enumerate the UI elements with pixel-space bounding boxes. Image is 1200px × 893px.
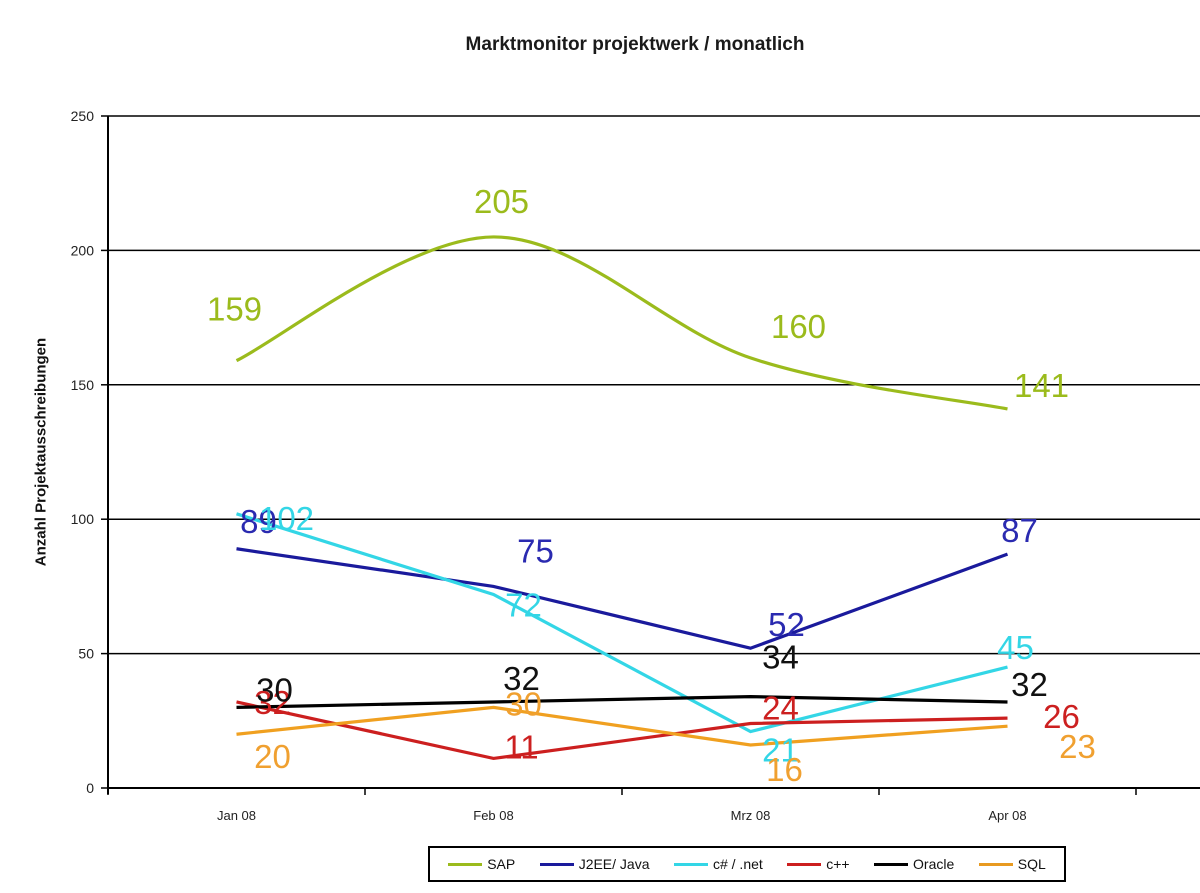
legend-item-sap: SAP <box>448 856 515 872</box>
y-tick-label: 150 <box>71 377 95 393</box>
y-tick-label: 200 <box>71 242 95 258</box>
data-label: 30 <box>505 685 542 722</box>
data-label: 26 <box>1043 698 1080 735</box>
data-label: 205 <box>474 183 529 220</box>
series-line-oracle <box>236 695 1008 709</box>
data-label: 32 <box>503 660 540 697</box>
legend-label: Oracle <box>913 856 955 872</box>
data-label: 45 <box>997 629 1034 666</box>
axes: 0 50 100 150 200 250 Jan 08 Feb 08 Mrz 08 Apr 08 <box>71 108 1200 823</box>
y-tick-label: 50 <box>78 646 94 662</box>
data-label: 24 <box>762 689 799 726</box>
series-line-j2ee-java <box>236 547 1009 650</box>
data-label: 32 <box>254 684 291 721</box>
data-label: 32 <box>1011 666 1048 703</box>
legend-item-oracle: Oracle <box>874 856 954 872</box>
legend-swatch-java <box>539 862 574 866</box>
legend-swatch-sql <box>978 862 1013 866</box>
legend-item-cpp: c++ <box>787 856 850 872</box>
series-lines <box>235 235 1009 761</box>
legend-label: J2EE/ Java <box>578 856 650 872</box>
gridlines <box>108 115 1200 655</box>
legend-swatch-dotnet <box>673 862 708 866</box>
data-label: 30 <box>256 671 293 708</box>
data-label: 21 <box>762 732 799 769</box>
data-label: 11 <box>504 728 538 765</box>
series-line-sql <box>236 705 1008 747</box>
data-label: 75 <box>517 532 554 569</box>
series-line-sap <box>235 235 1008 411</box>
data-label: 23 <box>1059 728 1096 765</box>
x-tick-label: Mrz 08 <box>731 808 771 823</box>
x-tick-label: Feb 08 <box>473 808 513 823</box>
series-line-c <box>236 700 1008 761</box>
legend-swatch-cpp <box>787 862 822 866</box>
data-label: 89 <box>240 503 277 540</box>
legend-item-java: J2EE/ Java <box>539 856 650 872</box>
legend-label: SAP <box>487 856 516 872</box>
data-label: 87 <box>1001 512 1038 549</box>
data-label: 34 <box>762 639 799 676</box>
x-tick-label: Apr 08 <box>988 808 1026 823</box>
y-tick-label: 0 <box>86 780 94 796</box>
data-label: 160 <box>771 308 826 345</box>
data-label: 102 <box>259 500 314 537</box>
legend-label: c++ <box>826 856 850 872</box>
data-label: 141 <box>1014 367 1069 404</box>
legend-item-sql: SQL <box>978 856 1046 872</box>
y-tick-label: 100 <box>71 511 95 527</box>
legend-label: SQL <box>1017 856 1046 872</box>
data-label: 16 <box>766 751 803 788</box>
legend-item-dotnet: c# / .net <box>673 856 763 872</box>
chart-title: Marktmonitor projektwerk / monatlich <box>465 34 805 55</box>
chart-legend: SAP J2EE/ Java c# / .net c++ Oracle SQL <box>428 846 1066 882</box>
legend-swatch-oracle <box>874 862 909 866</box>
legend-label: c# / .net <box>712 856 763 872</box>
legend-swatch-sap <box>448 862 483 866</box>
y-tick-label: 250 <box>71 108 95 124</box>
data-label: 20 <box>254 738 291 775</box>
data-label: 72 <box>505 586 542 623</box>
data-label: 52 <box>768 606 805 643</box>
data-label: 159 <box>207 291 262 328</box>
x-tick-label: Jan 08 <box>217 808 256 823</box>
